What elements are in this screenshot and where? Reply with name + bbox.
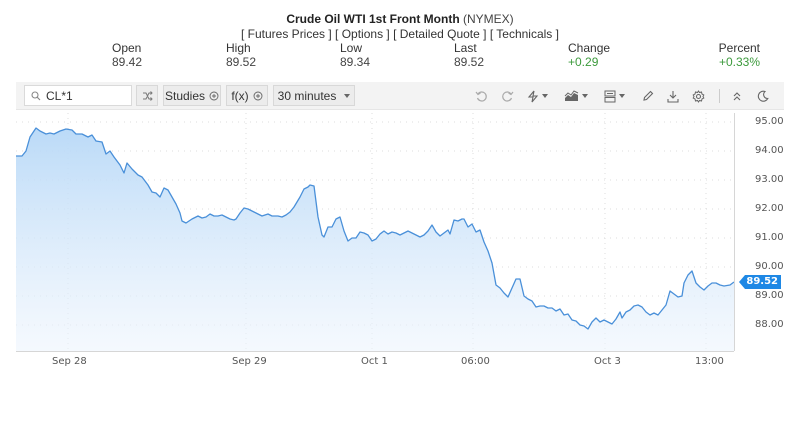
quote-change: Change +0.29 [568,41,610,69]
interval-dropdown[interactable]: 30 minutes [273,85,355,106]
open-value: 89.42 [112,55,143,69]
options-link[interactable]: [ Options ] [335,27,390,41]
gear-icon [692,89,705,103]
technicals-link[interactable]: [ Technicals ] [489,27,559,41]
change-label: Change [568,41,611,55]
x-tick-label: 13:00 [695,356,724,367]
theme-toggle[interactable] [757,87,769,105]
chevron-down-icon [582,94,588,98]
price-chart[interactable] [16,113,784,371]
fx-button[interactable]: f(x) [226,85,268,106]
quote-percent: Percent +0.33% [700,41,760,69]
futures-prices-link[interactable]: [ Futures Prices ] [241,27,332,41]
plus-circle-icon [209,91,219,100]
events-menu[interactable] [527,87,548,105]
quote-low: Low 89.34 [340,41,370,69]
high-value: 89.52 [226,55,257,69]
quote-high: High 89.52 [226,41,256,69]
last-price-tag: 89.52 [739,275,781,289]
quote-last: Last 89.52 [454,41,484,69]
last-value: 89.52 [454,55,485,69]
download-button[interactable] [667,87,679,105]
open-label: Open [112,41,142,55]
x-tick-label: Sep 29 [232,356,267,367]
compare-button[interactable] [136,85,158,106]
chart-toolbar: Studies f(x) 30 minutes [16,82,784,110]
y-tick-label: 92.00 [755,203,784,214]
symbol-search[interactable] [24,85,132,106]
chevron-down-icon [619,94,625,98]
plus-circle-icon [253,91,263,100]
y-tick-label: 95.00 [755,116,784,127]
layout-menu[interactable] [604,87,625,105]
low-value: 89.34 [340,55,371,69]
y-tick-label: 93.00 [755,174,784,185]
redo-button[interactable] [501,87,514,105]
fx-label: f(x) [231,88,249,103]
undo-icon [475,90,487,102]
instrument-title-row: Crude Oil WTI 1st Front Month (NYMEX) [0,12,800,26]
x-tick-label: Oct 1 [361,356,388,367]
chevron-down-icon [344,93,351,98]
studies-button[interactable]: Studies [163,85,221,106]
shuffle-icon [142,90,153,101]
percent-value: +0.33% [718,55,760,69]
toolbar-divider [719,89,720,103]
collapse-icon [733,92,741,101]
y-tick-label: 88.00 [755,319,784,330]
studies-label: Studies [164,88,206,103]
download-icon [667,90,679,103]
settings-button[interactable] [692,87,705,105]
y-tick-label: 89.00 [755,290,784,301]
exchange-label: (NYMEX) [463,12,514,26]
high-label: High [226,41,251,55]
x-tick-label: Sep 28 [52,356,87,367]
percent-label: Percent [718,41,760,55]
chevron-down-icon [542,94,548,98]
chart-type-menu[interactable] [564,87,588,105]
quote-open: Open 89.42 [112,41,142,69]
x-tick-label: 06:00 [461,356,490,367]
chart-type-icon [564,90,579,101]
detailed-quote-link[interactable]: [ Detailed Quote ] [393,27,487,41]
pencil-icon [643,90,654,101]
change-value: +0.29 [568,55,599,69]
instrument-title: Crude Oil WTI 1st Front Month [286,12,460,26]
low-label: Low [340,41,363,55]
dark-mode-icon [757,90,769,102]
redo-icon [502,90,514,102]
symbol-input[interactable] [46,88,116,103]
lightning-icon [527,90,539,102]
layout-icon [604,90,616,102]
search-icon [31,90,41,100]
y-tick-label: 94.00 [755,145,784,156]
price-line [16,127,735,330]
quote-links: [ Futures Prices ] [ Options ] [ Detaile… [0,27,800,41]
draw-button[interactable] [642,87,654,105]
y-tick-label: 91.00 [755,232,784,243]
undo-button[interactable] [475,87,488,105]
x-tick-label: Oct 3 [594,356,621,367]
collapse-button[interactable] [732,87,742,105]
interval-label: 30 minutes [277,88,337,103]
last-label: Last [454,41,477,55]
y-tick-label: 90.00 [755,261,784,272]
